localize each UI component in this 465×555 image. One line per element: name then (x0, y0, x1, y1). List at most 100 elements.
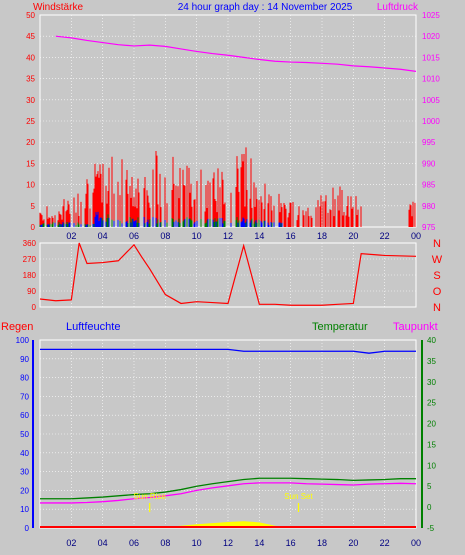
pressure-line (55, 35, 417, 72)
y-tick-label: 10 (26, 181, 35, 190)
y-tick-label: 40 (26, 53, 35, 62)
wind-panel-grid (40, 15, 416, 227)
x-tick-label: 02 (66, 231, 76, 241)
y-tick-label: 1000 (422, 117, 440, 126)
sun-markers: Sun Rise Sun Set (133, 492, 314, 512)
y-tick-label: 5 (427, 482, 432, 491)
sunrise-label: Sun Rise (133, 492, 166, 501)
dewpoint-line (40, 482, 417, 504)
humidity-x-ticks: 02 04 06 08 10 12 14 16 18 20 22 00 (66, 538, 421, 548)
y-tick-label: 975 (422, 223, 436, 232)
x-tick-label: 22 (380, 231, 390, 241)
dewpoint-axis-title: Taupunkt (393, 321, 438, 333)
solar-area (40, 521, 416, 528)
humidity-axis-title: Luftfeuchte (66, 321, 120, 333)
y-tick-label: 1015 (422, 53, 440, 62)
y-tick-label: 35 (427, 357, 436, 366)
y-tick-label: 90 (27, 287, 36, 296)
x-tick-label: 10 (192, 231, 202, 241)
humidity-line (40, 348, 416, 354)
y-tick-label: 1010 (422, 75, 440, 84)
x-tick-label: 06 (129, 231, 139, 241)
x-tick-label: 02 (66, 538, 76, 548)
y-tick-label: 985 (422, 181, 436, 190)
pressure-axis-title: Luftdruck (377, 2, 419, 13)
y-tick-label: 70 (20, 392, 29, 401)
x-tick-label: 16 (286, 231, 296, 241)
y-tick-label: 20 (26, 138, 35, 147)
sunset-label: Sun Set (284, 492, 313, 501)
y-tick-label: 50 (26, 11, 35, 20)
y-tick-label: 180 (23, 271, 37, 280)
y-tick-label: 0 (25, 524, 30, 533)
compass-label: W (432, 254, 443, 266)
y-tick-label: 0 (31, 223, 36, 232)
x-tick-label: 14 (254, 538, 264, 548)
y-tick-label: 25 (26, 117, 35, 126)
compass-label: S (433, 270, 440, 282)
y-tick-label: 0 (427, 503, 432, 512)
x-tick-label: 00 (411, 538, 421, 548)
direction-y-ticks: 360 270 180 90 0 (23, 239, 37, 312)
x-tick-label: 22 (380, 538, 390, 548)
wind-x-ticks: 02 04 06 08 10 12 14 16 18 20 22 00 (66, 231, 421, 241)
compass-label: N (433, 302, 441, 314)
y-tick-label: 5 (31, 202, 36, 211)
compass-label: O (433, 286, 442, 298)
y-tick-label: 1025 (422, 11, 440, 20)
y-tick-label: 15 (26, 159, 35, 168)
y-tick-label: 80 (20, 374, 29, 383)
y-tick-label: 40 (20, 449, 29, 458)
y-tick-label: 60 (20, 411, 29, 420)
x-tick-label: 20 (348, 231, 358, 241)
solar-area-shape (40, 521, 416, 528)
x-tick-label: 18 (317, 231, 327, 241)
wind-mean-bars (39, 211, 283, 227)
x-tick-label: 00 (411, 231, 421, 241)
y-tick-label: 20 (20, 486, 29, 495)
temperature-axis-title: Temperatur (312, 321, 368, 333)
y-tick-label: 30 (26, 96, 35, 105)
y-tick-label: 40 (427, 336, 436, 345)
y-tick-label: 10 (20, 505, 29, 514)
y-tick-label: 1005 (422, 96, 440, 105)
x-tick-label: 06 (129, 538, 139, 548)
y-tick-label: 10 (427, 461, 436, 470)
y-tick-label: 30 (20, 468, 29, 477)
x-tick-label: 12 (223, 538, 233, 548)
y-tick-label: -5 (427, 524, 435, 533)
y-tick-label: 45 (26, 32, 35, 41)
compass-label: N (433, 238, 441, 250)
y-tick-label: 990 (422, 159, 436, 168)
x-tick-label: 12 (223, 231, 233, 241)
y-tick-label: 15 (427, 440, 436, 449)
x-tick-label: 04 (98, 231, 108, 241)
rain-axis-title: Regen (1, 321, 33, 333)
y-tick-label: 30 (427, 378, 436, 387)
direction-line (39, 242, 417, 306)
x-tick-label: 04 (98, 538, 108, 548)
y-tick-label: 980 (422, 202, 436, 211)
y-tick-label: 20 (427, 420, 436, 429)
y-tick-label: 25 (427, 399, 436, 408)
x-tick-label: 14 (254, 231, 264, 241)
y-tick-label: 270 (23, 255, 37, 264)
pressure-y-ticks: 1025 1020 1015 1010 1005 1000 995 990 985 980 975 (422, 11, 440, 232)
wind-axis-title: Windstärke (33, 2, 83, 13)
temperature-line (40, 477, 416, 500)
y-tick-label: 50 (20, 430, 29, 439)
y-tick-label: 35 (26, 75, 35, 84)
y-tick-label: 360 (23, 239, 37, 248)
x-tick-label: 16 (286, 538, 296, 548)
x-tick-label: 08 (160, 538, 170, 548)
y-tick-label: 1020 (422, 32, 440, 41)
x-tick-label: 20 (348, 538, 358, 548)
graph-title: 24 hour graph day : 14 November 2025 (178, 2, 353, 13)
temperature-y-ticks: 40 35 30 25 20 15 10 5 0 -5 (427, 336, 436, 533)
